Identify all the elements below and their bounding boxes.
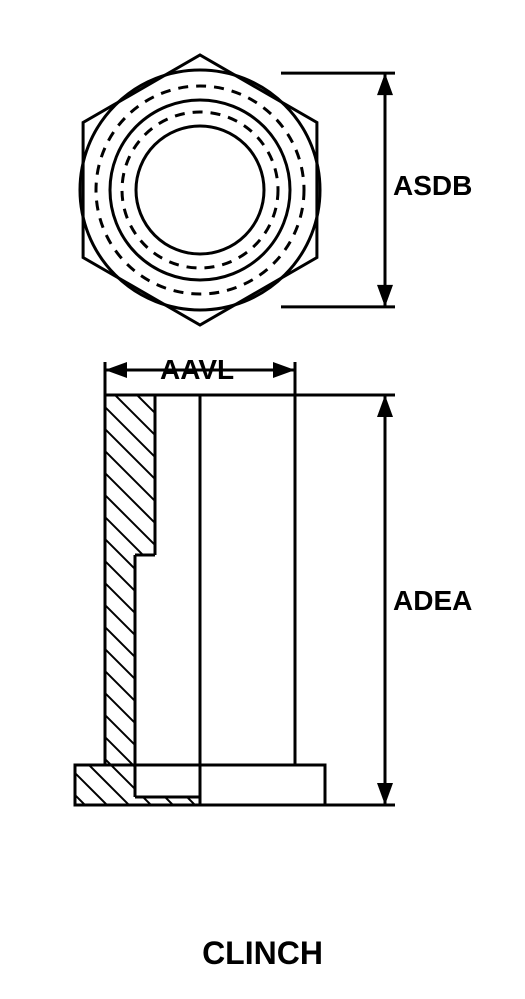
diagram-title: CLINCH xyxy=(0,935,525,972)
adea-label: ADEA xyxy=(393,585,472,617)
asdb-label: ASDB xyxy=(393,170,472,202)
technical-drawing: ASDB AAVL ADEA CLINCH xyxy=(0,0,525,999)
adea-dimension xyxy=(0,350,525,910)
